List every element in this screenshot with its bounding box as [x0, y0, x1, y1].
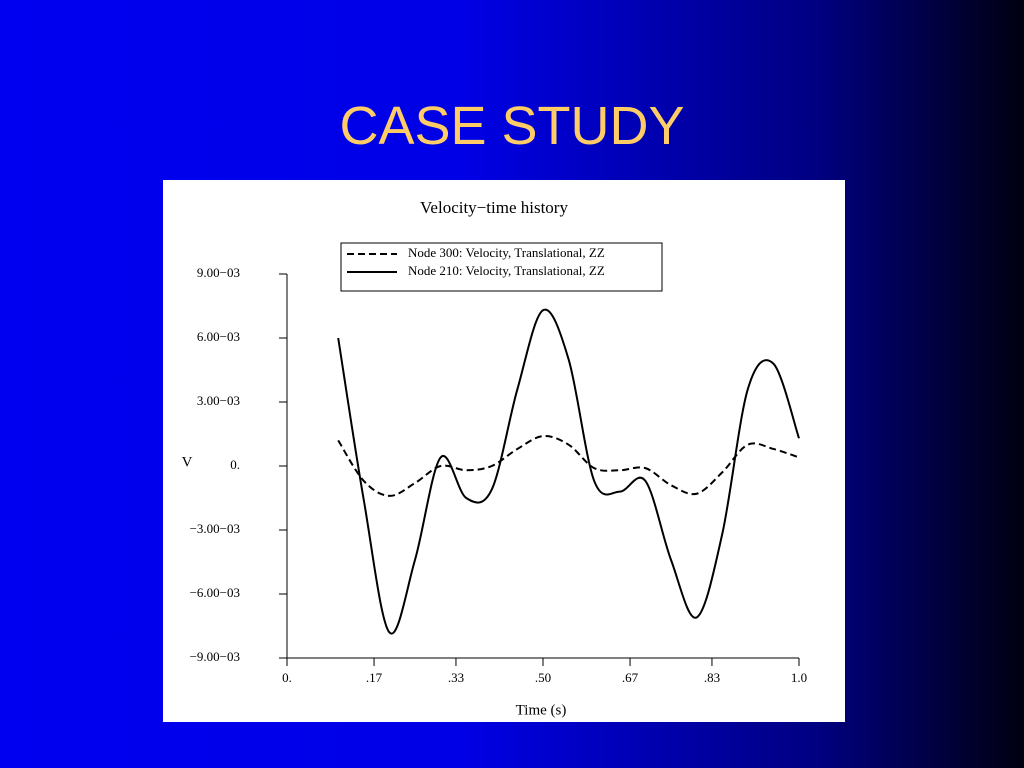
- y-axis-label: V: [182, 454, 193, 470]
- data-line: [337, 308, 800, 635]
- x-tick-label: 0.: [282, 670, 292, 685]
- x-tick-label: 1.0: [791, 670, 807, 685]
- y-tick-label: 0.: [230, 457, 240, 472]
- legend-label: Node 300: Velocity, Translational, ZZ: [408, 245, 605, 260]
- y-tick-label: 3.00−03: [197, 393, 240, 408]
- y-tick-label: −3.00−03: [190, 521, 240, 536]
- x-tick-label: .67: [622, 670, 639, 685]
- slide-title: CASE STUDY: [339, 96, 685, 156]
- x-tick-label: .50: [535, 670, 551, 685]
- x-tick-label: .33: [448, 670, 464, 685]
- chart-title: Velocity−time history: [420, 198, 568, 217]
- y-tick-label: 9.00−03: [197, 265, 240, 280]
- x-axis-label: Time (s): [516, 702, 567, 718]
- y-tick-label: 6.00−03: [197, 329, 240, 344]
- chart-panel: [163, 180, 845, 722]
- x-tick-label: .17: [366, 670, 383, 685]
- x-tick-label: .83: [704, 670, 720, 685]
- data-line: [337, 435, 800, 497]
- legend-box: [340, 242, 663, 292]
- y-tick-label: −6.00−03: [190, 585, 240, 600]
- legend-label: Node 210: Velocity, Translational, ZZ: [408, 263, 605, 278]
- y-tick-label: −9.00−03: [190, 649, 240, 664]
